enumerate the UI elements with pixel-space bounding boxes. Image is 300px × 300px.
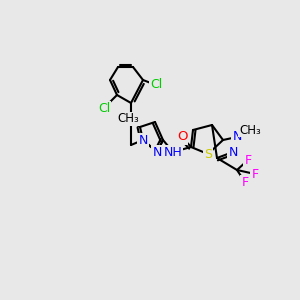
Text: F: F xyxy=(242,176,249,188)
Text: N: N xyxy=(152,146,162,158)
Text: N: N xyxy=(228,146,238,158)
Text: Cl: Cl xyxy=(98,101,110,115)
Text: CH₃: CH₃ xyxy=(239,124,261,136)
Text: N: N xyxy=(138,134,148,146)
Text: F: F xyxy=(244,154,252,166)
Text: F: F xyxy=(251,167,259,181)
Text: CH₃: CH₃ xyxy=(117,112,139,125)
Text: Cl: Cl xyxy=(150,79,162,92)
Text: O: O xyxy=(177,130,187,143)
Text: NH: NH xyxy=(164,146,182,158)
Text: N: N xyxy=(232,130,242,143)
Text: S: S xyxy=(204,148,212,160)
